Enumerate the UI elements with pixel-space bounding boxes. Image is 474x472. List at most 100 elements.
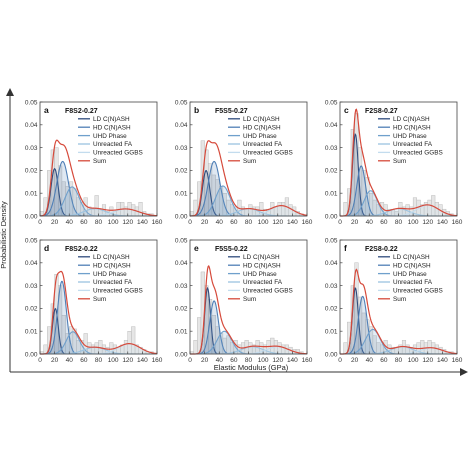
legend-label: UHD Phase [93,271,127,278]
legend-label: Sum [393,296,406,303]
series-fill-3 [340,329,457,354]
x-tick-label: 40 [366,219,374,226]
y-tick-label: 0.00 [175,351,188,358]
legend-label: Unreacted FA [243,279,283,286]
x-tick-label: 60 [80,219,88,226]
sum-line [340,108,458,217]
x-tick-label: 120 [272,219,283,226]
legend-label: Sum [243,296,256,303]
y-tick-label: 0.05 [25,99,38,106]
x-tick-label: 0 [338,219,342,226]
y-tick-label: 0.01 [175,191,188,198]
series-fill-4 [190,346,307,354]
series-fill-1 [340,134,457,216]
panel-letter: f [344,243,347,253]
legend-label: HD C(N)ASH [243,124,281,131]
x-tick-label: 140 [137,219,148,226]
legend-label: Unreacted GGBS [393,288,443,295]
x-tick-label: 160 [452,357,463,364]
x-tick-label: 100 [258,357,269,364]
series-fill-2 [340,296,457,354]
panel-title: F2S8-0.27 [365,108,398,115]
y-tick-label: 0.01 [25,191,38,198]
series-fill-2 [190,300,307,354]
y-tick-label: 0.04 [325,260,338,267]
panel-a: 0 20 40 60 80 100 120 140 160 0.00 0.01 0.02 0.03 0.0… [25,99,163,226]
series-fill-3 [40,331,157,354]
x-tick-label: 140 [287,357,298,364]
legend-label: Unreacted FA [93,279,133,286]
legend-label: UHD Phase [93,133,127,140]
legend-label: HD C(N)ASH [243,262,281,269]
x-tick-label: 60 [230,219,238,226]
y-tick-label: 0.01 [325,329,338,336]
y-tick-label: 0.03 [175,145,188,152]
legend-label: Unreacted FA [93,141,133,148]
y-tick-label: 0.03 [325,283,338,290]
y-tick-label: 0.00 [325,213,338,220]
y-tick-label: 0.03 [175,283,188,290]
x-tick-label: 80 [245,219,253,226]
legend-label: HD C(N)ASH [93,124,131,131]
y-tick-label: 0.03 [325,145,338,152]
panel-f: 0 20 40 60 80 100 120 140 160 0.00 0.01 0.02 0.03 0.0… [325,237,463,364]
histogram-bar [193,340,198,355]
y-tick-label: 0.02 [25,306,38,313]
x-tick-label: 120 [422,357,433,364]
series-fill-4 [340,208,457,216]
x-tick-label: 160 [452,219,463,226]
x-tick-label: 60 [380,219,388,226]
x-arrow-head [460,368,468,376]
x-tick-label: 20 [351,357,359,364]
x-tick-label: 40 [66,357,74,364]
series-fill-5 [40,343,157,354]
y-tick-label: 0.01 [325,191,338,198]
legend-label: Unreacted GGBS [243,150,293,157]
legend-label: LD C(N)ASH [393,254,430,261]
legend-label: LD C(N)ASH [93,116,130,123]
sum-line [190,140,308,217]
x-tick-label: 60 [230,357,238,364]
y-tick-label: 0.01 [175,329,188,336]
sum-line [40,270,158,355]
panel-title: F5S5-0.27 [215,108,248,115]
legend-label: Sum [93,296,106,303]
y-tick-label: 0.02 [325,168,338,175]
y-tick-label: 0.04 [175,122,188,129]
y-tick-label: 0.02 [175,306,188,313]
series-fill-3 [340,190,457,216]
y-tick-label: 0.02 [175,168,188,175]
legend-label: UHD Phase [243,271,277,278]
x-tick-label: 140 [137,357,148,364]
legend-label: HD C(N)ASH [393,262,431,269]
x-tick-label: 140 [437,219,448,226]
x-tick-label: 40 [216,219,224,226]
x-tick-label: 160 [152,357,163,364]
x-tick-label: 80 [395,219,403,226]
x-tick-label: 0 [338,357,342,364]
series-fill-2 [40,281,157,354]
legend-label: Sum [393,158,406,165]
x-tick-label: 140 [437,357,448,364]
panel-letter: d [44,243,49,253]
legend-label: Unreacted GGBS [393,150,443,157]
y-tick-label: 0.00 [25,351,38,358]
figure-ylabel: Probabilistic Density [0,201,8,269]
panel-title: F2S8-0.22 [365,246,398,253]
y-tick-label: 0.05 [175,237,188,244]
series-fill-5 [340,205,457,216]
sum-line [190,265,308,355]
x-tick-label: 0 [188,219,192,226]
legend-label: Unreacted GGBS [93,288,143,295]
y-tick-label: 0.00 [325,351,338,358]
figure-frame: Probabilistic Density Elastic Modulus (GP… [0,88,468,376]
x-tick-label: 60 [380,357,388,364]
legend-label: UHD Phase [393,133,427,140]
x-tick-label: 100 [408,219,419,226]
x-tick-label: 0 [188,357,192,364]
x-tick-label: 160 [152,219,163,226]
x-tick-label: 100 [408,357,419,364]
legend-label: UHD Phase [243,133,277,140]
